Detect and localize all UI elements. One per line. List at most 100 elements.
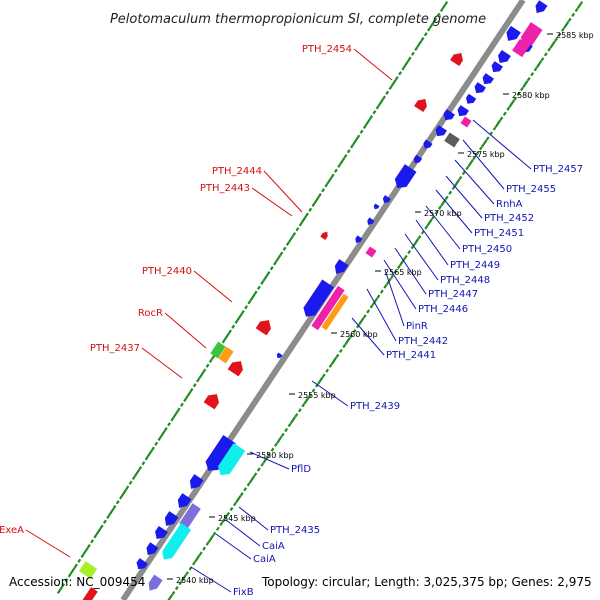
gene-label-right-2-leader xyxy=(462,139,505,190)
category-feature-1 xyxy=(520,22,543,46)
gc-track-outer-dot xyxy=(317,193,322,198)
gene-label-right-4-leader xyxy=(445,175,483,219)
gene-label-right-19: FixB xyxy=(233,587,254,598)
gc-track-inner-dot xyxy=(167,594,174,600)
gc-track-outer-dot xyxy=(99,524,104,529)
gc-track-outer-dot xyxy=(403,59,410,68)
gc-track-outer-dot xyxy=(67,573,72,578)
gc-track-inner-dot xyxy=(508,99,515,108)
gc-track-outer-dot xyxy=(69,566,76,575)
gc-track-outer-dot xyxy=(157,436,162,441)
reverse-cds-12 xyxy=(423,139,433,149)
category-feature-13 xyxy=(210,341,226,359)
gc-track-inner-dot xyxy=(342,343,347,349)
gc-track-inner-dot xyxy=(274,442,278,447)
gc-track-outer-dot xyxy=(262,274,269,282)
gc-track-inner-dot xyxy=(202,546,207,551)
gc-track-inner-dot xyxy=(174,586,179,591)
gene-label-right-9-leader xyxy=(394,247,427,295)
gene-label-right-12: PTH_2442 xyxy=(398,336,448,347)
reverse-cds-26 xyxy=(155,525,168,539)
category-feature-4 xyxy=(444,132,460,148)
gene-label-right-11: PinR xyxy=(406,321,428,332)
gc-track-outer-dot xyxy=(90,539,94,544)
gc-track-inner-dot xyxy=(522,80,529,88)
gene-label-right-18: CaiA xyxy=(253,554,276,565)
gene-label-right-7-leader xyxy=(415,219,449,266)
accession-text: Accession: NC_009454 xyxy=(9,575,145,589)
gc-track-inner-dot xyxy=(448,190,453,195)
forward-cds-3 xyxy=(320,231,328,240)
gc-track-inner-dot xyxy=(362,314,367,319)
gc-track-outer-dot xyxy=(80,553,85,558)
gc-track-outer-dot xyxy=(95,527,102,536)
gc-track-inner-dot xyxy=(547,47,552,52)
reverse-cds-19 xyxy=(334,259,349,274)
gc-track-inner-dot xyxy=(262,455,269,464)
gc-track-inner-dot xyxy=(192,561,196,566)
gc-track-inner-dot xyxy=(533,67,538,72)
gc-track-inner-dot xyxy=(557,32,562,37)
gene-label-right-16-leader xyxy=(238,506,269,531)
gc-track-outer-dot xyxy=(64,578,69,583)
gc-track-inner-dot xyxy=(253,472,258,477)
gc-track-inner-dot xyxy=(256,467,261,472)
gc-track-inner-dot xyxy=(426,218,433,227)
gc-track-inner-dot xyxy=(303,396,310,405)
reverse-cds-28 xyxy=(136,558,148,570)
gc-track-inner-dot xyxy=(215,526,220,531)
gc-track-inner-dot xyxy=(379,289,384,294)
gc-track-inner-dot xyxy=(412,238,420,247)
gene-label-right-6-leader xyxy=(425,205,461,250)
gc-track-outer-dot xyxy=(172,410,179,419)
gc-track-inner-dot xyxy=(246,482,251,487)
gene-label-left-2: PTH_2444 xyxy=(212,166,262,177)
gc-track-outer-dot xyxy=(375,105,380,110)
gc-track-outer-dot xyxy=(141,461,146,466)
gene-label-right-8: PTH_2448 xyxy=(440,275,490,286)
gc-track-inner-dot xyxy=(349,333,353,339)
gc-track-inner-dot xyxy=(358,317,365,326)
gc-track-outer-dot xyxy=(208,358,213,363)
gc-track-inner-dot xyxy=(494,119,502,128)
gc-track-outer-dot xyxy=(287,235,295,243)
gc-track-inner-dot xyxy=(233,502,237,507)
forward-cds-6 xyxy=(203,394,219,410)
reverse-cds-1 xyxy=(535,0,548,13)
category-feature-7 xyxy=(321,293,349,331)
gc-track-outer-dot xyxy=(93,534,98,539)
gc-track-outer-dot xyxy=(112,505,117,510)
gc-track-inner-dot xyxy=(492,126,497,131)
gene-label-left-7-leader xyxy=(25,529,71,558)
gc-track-inner-dot xyxy=(369,304,374,309)
gc-track-inner-dot xyxy=(229,506,234,512)
gc-track-outer-dot xyxy=(86,544,91,549)
gc-track-outer-dot xyxy=(228,329,232,334)
gc-track-inner-dot xyxy=(424,225,429,230)
gc-track-inner-dot xyxy=(221,515,228,523)
gc-track-inner-dot xyxy=(297,408,302,413)
gc-track-inner-dot xyxy=(451,185,456,190)
gc-track-outer-dot xyxy=(295,227,300,232)
category-feature-5 xyxy=(365,246,377,258)
reverse-cds-27 xyxy=(146,542,159,555)
reverse-cds-15 xyxy=(382,195,391,203)
gc-track-outer-dot xyxy=(183,397,188,402)
gc-track-outer-dot xyxy=(401,66,406,71)
gc-track-outer-dot xyxy=(106,514,111,519)
gc-track-inner-dot xyxy=(267,452,271,457)
gc-track-outer-dot xyxy=(151,446,155,451)
scale-tick-label: 2570 kbp xyxy=(424,209,462,218)
map-title: Pelotomaculum thermopropionicum SI, comp… xyxy=(110,12,486,27)
gc-track-inner-dot xyxy=(520,86,524,92)
gc-track-outer-dot xyxy=(388,85,393,90)
gc-track-outer-dot xyxy=(382,95,386,100)
gc-track-outer-dot xyxy=(138,466,143,471)
forward-cds-4 xyxy=(255,320,271,336)
gc-track-outer-dot xyxy=(439,7,444,12)
reverse-cds-2 xyxy=(506,25,521,41)
gene-label-right-4: PTH_2452 xyxy=(484,213,534,224)
gc-track-outer-dot xyxy=(115,500,120,505)
scale-tick-label: 2565 kbp xyxy=(384,268,422,277)
gc-track-inner-dot xyxy=(371,297,379,306)
